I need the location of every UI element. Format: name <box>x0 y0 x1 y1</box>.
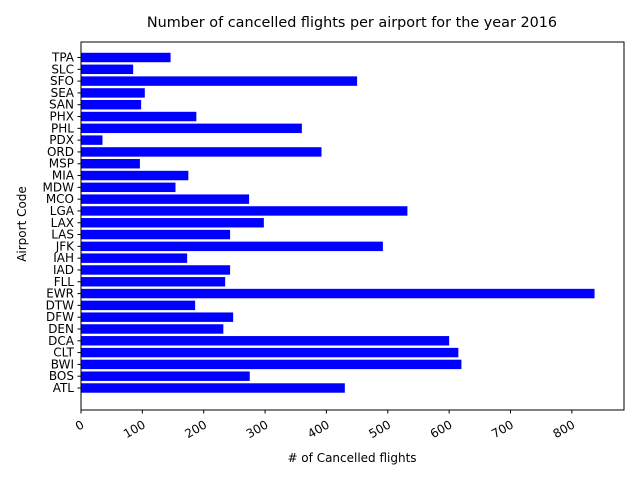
plot-frame <box>80 41 625 411</box>
bar-san <box>81 99 142 110</box>
y-tick-label: LAS <box>51 228 74 242</box>
y-tick-label: ATL <box>53 381 75 395</box>
bar-phx <box>81 111 197 122</box>
bar-phl <box>81 123 302 134</box>
bar-mia <box>81 170 189 181</box>
y-tick-label: JFK <box>55 239 75 253</box>
y-tick-label: MCO <box>46 192 74 206</box>
y-tick-label: BWI <box>51 357 74 371</box>
bar-fll <box>81 277 226 287</box>
chart-title: Number of cancelled flights per airport … <box>147 15 557 31</box>
y-tick-label: LAX <box>51 216 74 230</box>
bar-sea <box>81 88 145 98</box>
bar-ewr <box>81 288 595 299</box>
y-tick-label: EWR <box>46 287 74 301</box>
y-tick-label: BOS <box>49 369 74 383</box>
x-axis-ticks: 0 100 200 300 400 500 600 700 800 <box>73 410 577 441</box>
bar-mco <box>81 194 250 204</box>
y-tick-label: SEA <box>51 86 75 100</box>
y-tick-label: DCA <box>48 334 75 348</box>
bar-las <box>81 229 231 240</box>
y-tick-label: DEN <box>48 322 74 336</box>
bar-den <box>81 324 224 334</box>
y-tick-label: FLL <box>54 275 75 289</box>
y-tick-label: ORD <box>47 145 74 159</box>
x-tick-label: 0 <box>73 417 87 433</box>
y-tick-label: MSP <box>49 157 74 171</box>
bar-bwi <box>81 359 462 370</box>
x-axis-title: # of Cancelled flights <box>287 451 416 465</box>
x-tick-label: 600 <box>428 417 455 441</box>
y-tick-label: PHX <box>50 110 74 124</box>
y-tick-label: TPA <box>51 51 75 65</box>
bar-pdx <box>81 135 103 145</box>
y-tick-label: SAN <box>49 98 74 112</box>
bar-msp <box>81 159 140 169</box>
y-tick-label: LGA <box>50 204 75 218</box>
y-tick-label: SLC <box>51 62 74 76</box>
y-tick-label: DFW <box>46 310 74 324</box>
bar-atl <box>81 383 345 393</box>
x-tick-label: 100 <box>121 417 148 441</box>
y-tick-label: MIA <box>52 169 75 183</box>
bar-tpa <box>81 52 171 63</box>
y-tick-label: CLT <box>53 346 74 360</box>
x-tick-label: 800 <box>551 417 578 441</box>
bar-clt <box>81 347 459 358</box>
bar-iah <box>81 253 188 263</box>
y-tick-label: PDX <box>49 133 74 147</box>
bar-dfw <box>81 312 234 322</box>
x-tick-label: 400 <box>305 417 332 441</box>
x-tick-label: 700 <box>489 417 516 441</box>
bar-mdw <box>81 182 176 193</box>
bar-slc <box>81 64 134 75</box>
bar-iad <box>81 265 231 275</box>
x-tick-label: 200 <box>182 417 209 441</box>
x-tick-label: 500 <box>366 417 393 441</box>
bar-dca <box>81 336 450 346</box>
y-tick-label: IAD <box>53 263 74 277</box>
bar-lga <box>81 206 408 216</box>
bar-lax <box>81 218 264 228</box>
y-axis-ticks: ATLBOSBWICLTDCADENDFWDTWEWRFLLIADIAHJFKL… <box>43 51 81 395</box>
bar-dtw <box>81 300 196 311</box>
x-tick-label: 300 <box>244 417 271 441</box>
y-tick-label: IAH <box>53 251 74 265</box>
y-tick-label: SFO <box>50 74 74 88</box>
y-axis-title: Airport Code <box>15 186 29 262</box>
bar-jfk <box>81 241 383 252</box>
bar-sfo <box>81 76 358 86</box>
y-tick-label: PHL <box>51 121 74 135</box>
bars-group <box>81 52 595 393</box>
y-tick-label: DTW <box>46 298 75 312</box>
bar-bos <box>81 371 250 381</box>
y-tick-label: MDW <box>43 180 75 194</box>
bar-ord <box>81 147 322 157</box>
